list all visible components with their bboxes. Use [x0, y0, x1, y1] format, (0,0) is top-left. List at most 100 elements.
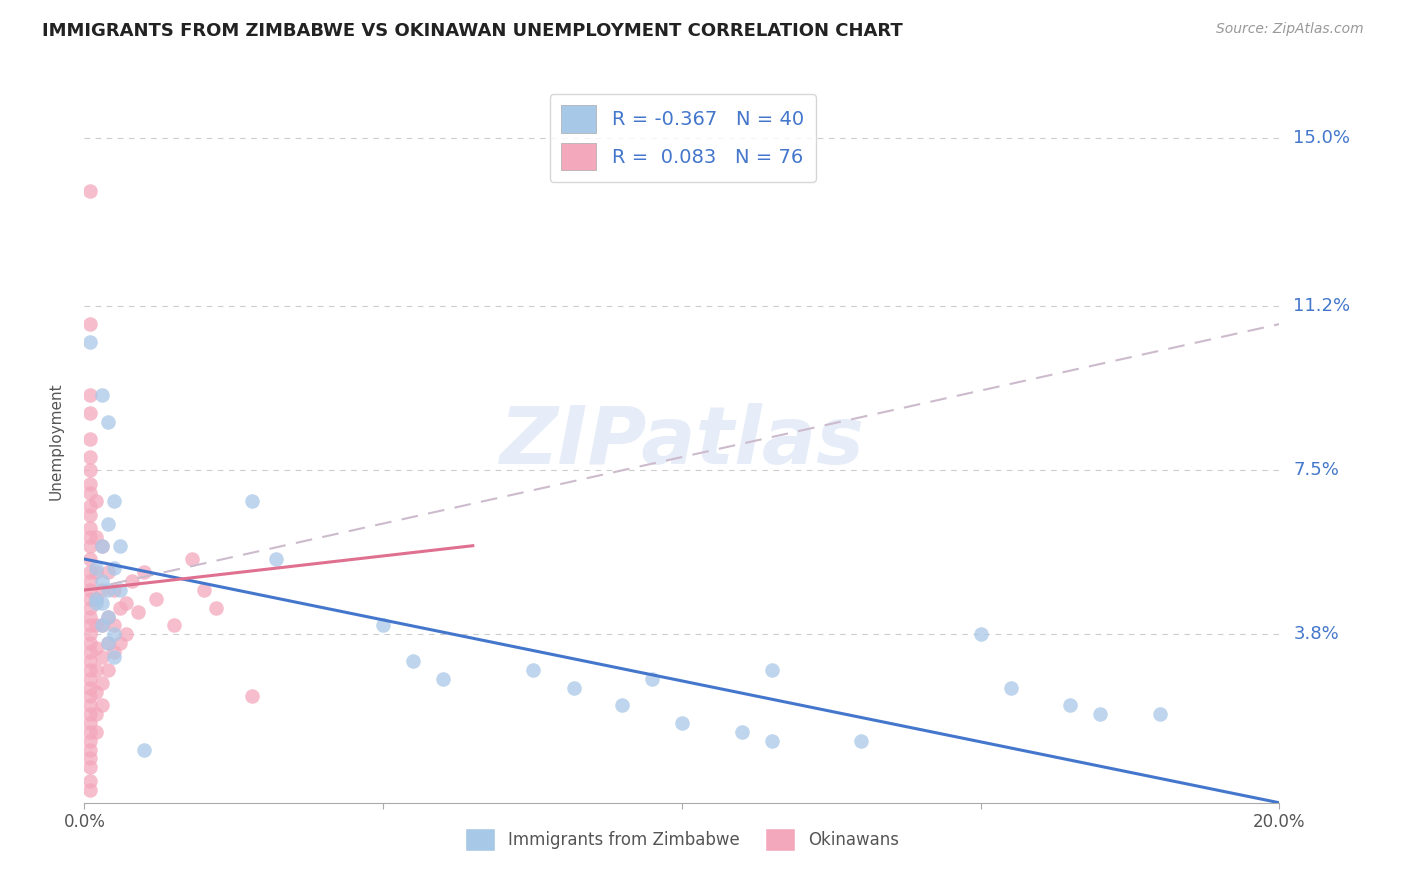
Text: Source: ZipAtlas.com: Source: ZipAtlas.com — [1216, 22, 1364, 37]
Point — [97, 663, 120, 677]
Point — [79, 450, 101, 464]
Point — [240, 690, 263, 704]
Point — [79, 782, 101, 797]
Point — [103, 494, 125, 508]
Point — [103, 618, 125, 632]
Point — [86, 640, 108, 655]
Point — [97, 582, 120, 597]
Point — [79, 184, 101, 198]
Point — [127, 605, 149, 619]
Point — [79, 574, 101, 589]
Point — [86, 591, 108, 606]
Point — [731, 724, 754, 739]
Text: IMMIGRANTS FROM ZIMBABWE VS OKINAWAN UNEMPLOYMENT CORRELATION CHART: IMMIGRANTS FROM ZIMBABWE VS OKINAWAN UNE… — [42, 22, 903, 40]
Point — [79, 698, 101, 713]
Point — [163, 618, 186, 632]
Point — [79, 566, 101, 580]
Point — [103, 649, 125, 664]
Point — [79, 627, 101, 641]
Point — [91, 539, 114, 553]
Point — [79, 760, 101, 774]
Point — [970, 627, 993, 641]
Legend: Immigrants from Zimbabwe, Okinawans: Immigrants from Zimbabwe, Okinawans — [457, 819, 907, 860]
Point — [86, 494, 108, 508]
Point — [97, 609, 120, 624]
Text: 15.0%: 15.0% — [1294, 129, 1350, 147]
Point — [91, 649, 114, 664]
Point — [761, 733, 783, 747]
Point — [79, 508, 101, 522]
Point — [79, 663, 101, 677]
Point — [193, 582, 215, 597]
Point — [97, 566, 120, 580]
Text: 3.8%: 3.8% — [1294, 625, 1339, 643]
Point — [86, 663, 108, 677]
Point — [86, 685, 108, 699]
Point — [79, 463, 101, 477]
Y-axis label: Unemployment: Unemployment — [49, 383, 63, 500]
Point — [612, 698, 634, 713]
Text: 7.5%: 7.5% — [1294, 461, 1340, 479]
Point — [181, 552, 204, 566]
Point — [671, 716, 693, 731]
Point — [79, 406, 101, 420]
Point — [79, 530, 101, 544]
Point — [97, 636, 120, 650]
Point — [110, 539, 132, 553]
Point — [564, 681, 586, 695]
Point — [91, 698, 114, 713]
Point — [91, 596, 114, 610]
Point — [79, 654, 101, 668]
Point — [91, 574, 114, 589]
Point — [121, 574, 143, 589]
Point — [761, 663, 783, 677]
Point — [79, 733, 101, 747]
Point — [264, 552, 287, 566]
Point — [79, 539, 101, 553]
Point — [1090, 707, 1112, 722]
Point — [145, 591, 167, 606]
Point — [132, 742, 156, 756]
Point — [432, 672, 454, 686]
Point — [79, 591, 101, 606]
Point — [86, 591, 108, 606]
Point — [79, 582, 101, 597]
Point — [79, 388, 101, 402]
Point — [86, 618, 108, 632]
Point — [79, 499, 101, 513]
Point — [103, 645, 125, 659]
Point — [86, 596, 108, 610]
Point — [91, 618, 114, 632]
Point — [115, 596, 138, 610]
Point — [86, 530, 108, 544]
Point — [110, 600, 132, 615]
Point — [86, 724, 108, 739]
Point — [79, 317, 101, 331]
Point — [97, 636, 120, 650]
Point — [79, 600, 101, 615]
Point — [103, 561, 125, 575]
Point — [522, 663, 544, 677]
Point — [1059, 698, 1081, 713]
Text: ZIPatlas: ZIPatlas — [499, 402, 865, 481]
Point — [79, 485, 101, 500]
Point — [79, 751, 101, 765]
Point — [79, 476, 101, 491]
Point — [86, 566, 108, 580]
Point — [97, 516, 120, 531]
Point — [79, 724, 101, 739]
Point — [79, 645, 101, 659]
Point — [91, 582, 114, 597]
Point — [86, 707, 108, 722]
Point — [402, 654, 425, 668]
Point — [79, 672, 101, 686]
Point — [91, 388, 114, 402]
Point — [79, 609, 101, 624]
Point — [110, 582, 132, 597]
Point — [79, 742, 101, 756]
Point — [79, 433, 101, 447]
Point — [79, 716, 101, 731]
Point — [1000, 681, 1022, 695]
Point — [103, 627, 125, 641]
Point — [205, 600, 228, 615]
